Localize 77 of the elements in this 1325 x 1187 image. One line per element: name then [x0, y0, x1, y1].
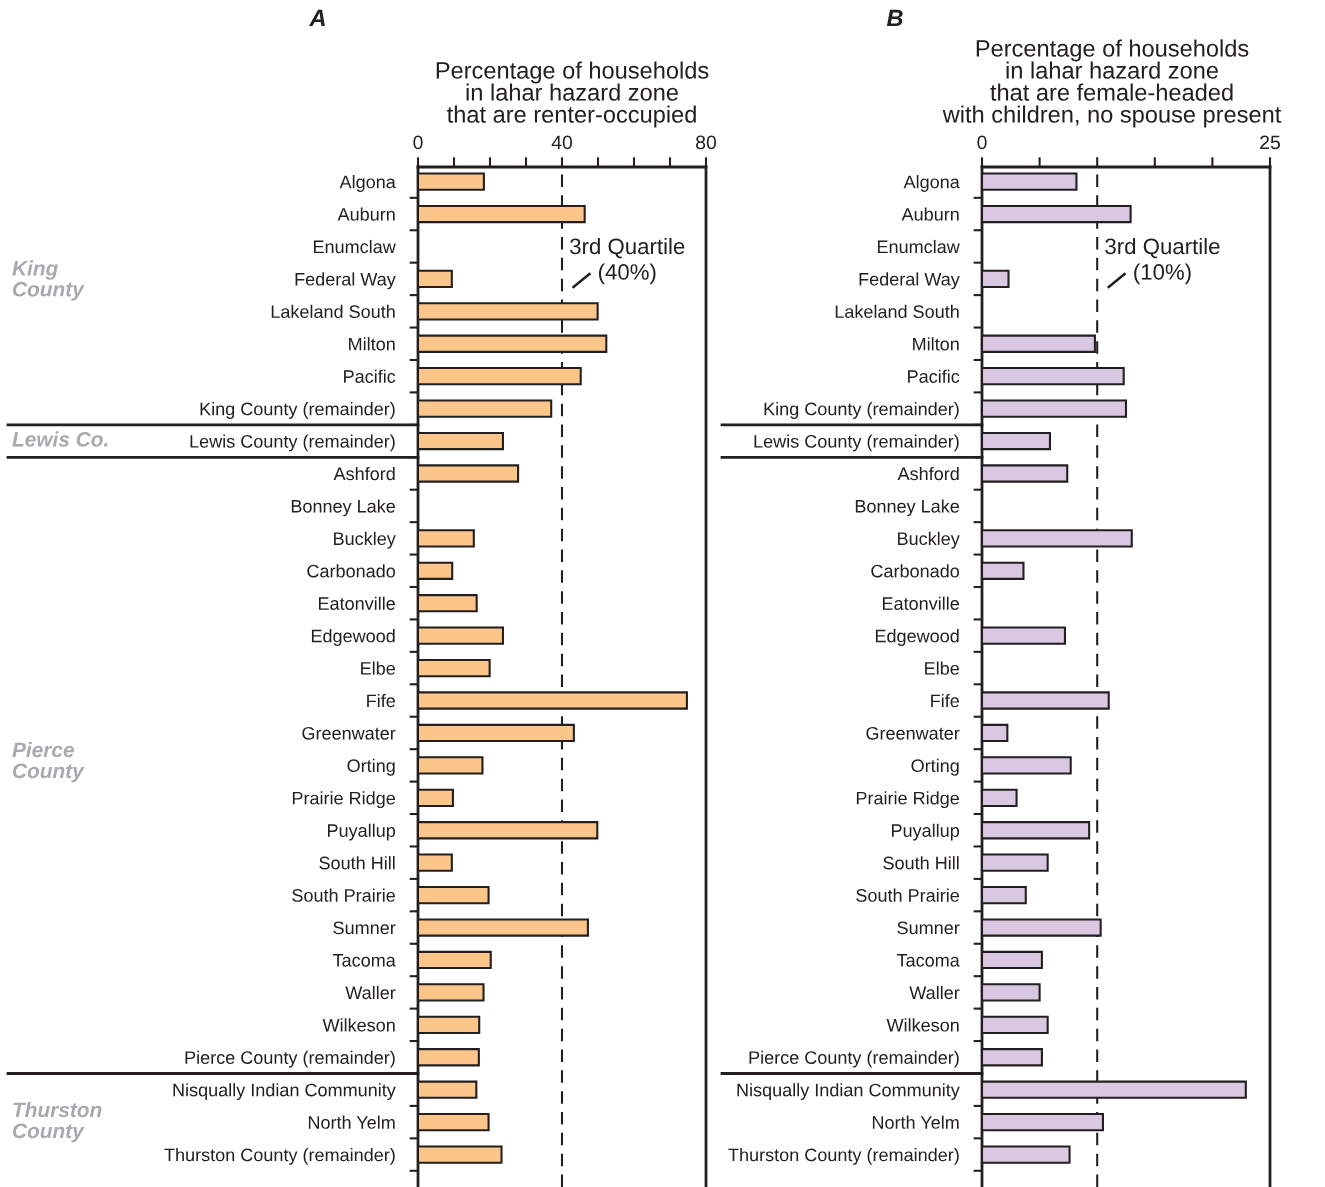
y-tick-label: Auburn	[901, 207, 959, 221]
y-tick-label: Elbe	[361, 661, 395, 675]
y-tick-label: Sumner	[897, 921, 960, 935]
y-tick-label: Ashford	[333, 466, 395, 481]
y-tick-label: South Hill	[319, 856, 395, 870]
y-tick-label: North Yelm	[872, 1115, 959, 1129]
y-tick-label: Nisqually Indian Community	[737, 1083, 960, 1100]
text: Thurston County	[13, 1101, 102, 1143]
y-tick-label: Enumclaw	[313, 239, 396, 254]
y-tick-label: Pierce County (remainder)	[185, 1050, 395, 1068]
y-tick-label: South Hill	[883, 856, 959, 870]
x-tick-label: 40	[551, 135, 573, 150]
y-tick-label: Puyallup	[328, 823, 396, 841]
y-tick-label: Elbe	[925, 661, 959, 675]
y-tick-label: Wilkeson	[886, 1018, 959, 1032]
text: Pierce County	[12, 741, 85, 783]
y-tick-label: Bonney Lake	[291, 499, 395, 517]
y-tick-label: Lakeland South	[835, 304, 959, 319]
y-tick-label: Pacific	[908, 369, 960, 383]
y-tick-label: Federal Way	[859, 272, 960, 290]
y-tick-label: Waller	[345, 985, 396, 1000]
chart-title: Percentage of households in lahar hazard zone that are renter-occupied	[436, 61, 709, 128]
y-tick-label: Prairie Ridge	[856, 791, 959, 809]
x-tick-label: 0	[977, 135, 987, 150]
y-tick-label: Tacoma	[332, 954, 396, 967]
y-tick-label: Federal Way	[295, 272, 396, 290]
y-tick-label: Enumclaw	[877, 239, 960, 254]
x-tick-label: 25	[1260, 135, 1280, 150]
ref-line-label: 3rd Quartile (40%)	[570, 237, 685, 285]
y-tick-label: Bonney Lake	[855, 499, 959, 517]
y-tick-label: King County (remainder)	[200, 402, 395, 419]
y-tick-label: Carbonado	[307, 564, 396, 578]
y-tick-label: Carbonado	[871, 564, 960, 578]
y-tick-label: Eatonville	[318, 596, 395, 610]
text: King County	[12, 260, 85, 301]
y-tick-label: Pierce County (remainder)	[749, 1050, 959, 1068]
y-tick-label: Buckley	[334, 531, 396, 549]
y-tick-label: Orting	[347, 758, 395, 776]
y-tick-label: Ashford	[897, 466, 959, 481]
y-tick-label: Lewis County (remainder)	[754, 434, 959, 452]
x-tick-label: 80	[696, 135, 717, 150]
y-tick-label: Puyallup	[892, 823, 960, 841]
y-tick-label: Thurston County (remainder)	[728, 1148, 959, 1165]
y-tick-label: Greenwater	[866, 726, 960, 740]
y-tick-label: North Yelm	[308, 1115, 395, 1129]
y-tick-label: Wilkeson	[322, 1018, 395, 1032]
y-tick-label: South Prairie	[292, 888, 395, 902]
y-tick-label: Nisqually Indian Community	[173, 1083, 396, 1100]
y-tick-label: Edgewood	[875, 629, 959, 646]
chart-title: Percentage of households in lahar hazard zone that are female-headed with children, no spouse present	[942, 39, 1282, 128]
text: Lewis Co.	[12, 431, 108, 447]
y-tick-label: Pacific	[344, 369, 396, 383]
y-tick-label: Milton	[349, 337, 395, 351]
y-tick-label: South Prairie	[856, 888, 959, 902]
y-tick-label: Fife	[367, 693, 395, 708]
y-tick-label: Lakeland South	[271, 304, 395, 319]
y-tick-label: Greenwater	[302, 726, 396, 740]
y-tick-label: Milton	[913, 337, 959, 351]
y-tick-label: King County (remainder)	[764, 402, 959, 419]
y-tick-label: Tacoma	[896, 954, 960, 967]
y-tick-label: Thurston County (remainder)	[164, 1148, 395, 1165]
y-tick-label: Algona	[339, 175, 396, 192]
text: A	[308, 9, 325, 27]
y-tick-label: Fife	[931, 693, 959, 708]
y-tick-label: Waller	[909, 985, 960, 1000]
y-tick-label: Orting	[911, 758, 959, 776]
text: B	[886, 9, 903, 27]
y-tick-label: Prairie Ridge	[292, 791, 395, 809]
y-tick-label: Buckley	[898, 531, 960, 549]
y-tick-label: Edgewood	[311, 629, 395, 646]
y-tick-label: Algona	[903, 175, 960, 192]
x-tick-label: 0	[413, 135, 423, 150]
y-tick-label: Lewis County (remainder)	[190, 434, 395, 452]
y-tick-label: Auburn	[337, 207, 395, 221]
y-tick-label: Sumner	[333, 921, 396, 935]
ref-line-label: 3rd Quartile (10%)	[1105, 237, 1220, 285]
y-tick-label: Eatonville	[882, 596, 959, 610]
